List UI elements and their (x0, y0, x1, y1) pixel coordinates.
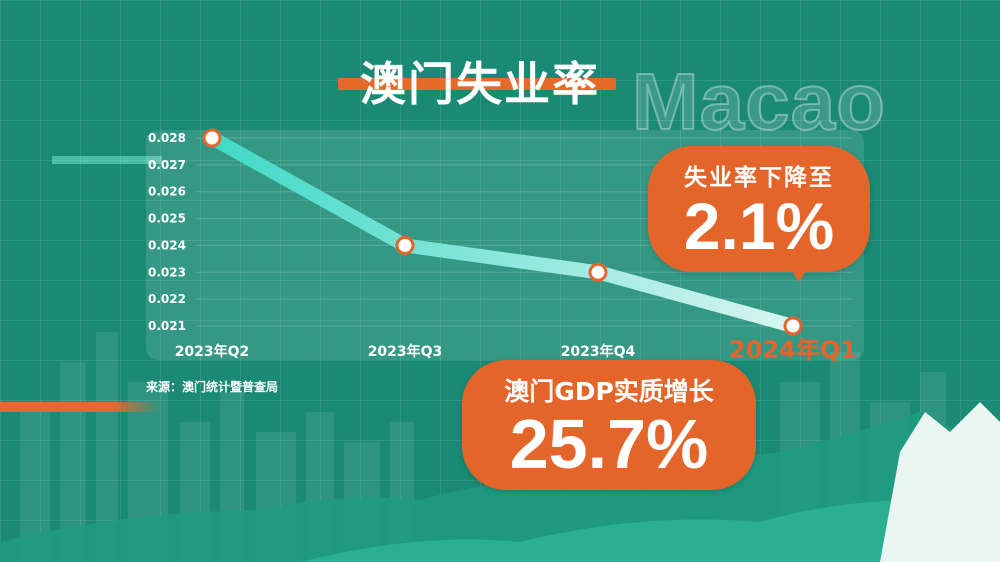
gdp-callout-label: 澳门GDP实质增长 (504, 377, 714, 406)
y-tick-label: 0.024 (148, 238, 186, 252)
y-tick-label: 0.027 (148, 158, 186, 172)
x-tick-label: 2023年Q2 (175, 343, 250, 360)
source-note: 来源：澳门统计暨普查局 (146, 380, 279, 394)
y-tick-label: 0.025 (148, 212, 186, 226)
series-line (205, 131, 800, 333)
title-underline (338, 78, 616, 90)
y-tick-label: 0.026 (148, 185, 186, 199)
unemployment-callout-label: 失业率下降至 (684, 165, 834, 191)
y-tick-label: 0.022 (148, 292, 186, 306)
gdp-callout-value: 25.7% (509, 405, 709, 483)
decorative-cyan-strip (52, 156, 162, 164)
y-tick-label: 0.023 (148, 265, 186, 279)
data-point (783, 316, 803, 336)
decorative-orange-strip (0, 402, 160, 412)
watermark-text: Macao (631, 56, 886, 147)
y-tick-label: 0.028 (148, 131, 186, 145)
x-tick-label: 2023年Q3 (368, 343, 443, 360)
y-tick-label: 0.021 (148, 319, 186, 333)
page-title: 澳门失业率 (360, 57, 600, 111)
data-point (202, 128, 222, 148)
x-tick-label: 2023年Q4 (561, 343, 636, 360)
series-group (202, 128, 803, 336)
unemployment-callout-value: 2.1% (683, 189, 835, 263)
x-axis-ticks: 2023年Q2 2023年Q3 2023年Q4 2024年Q1 (175, 336, 857, 364)
data-point (395, 235, 415, 255)
x-tick-label-highlighted: 2024年Q1 (729, 336, 857, 364)
data-point (588, 262, 608, 282)
gdp-callout: 澳门GDP实质增长 25.7% (462, 360, 756, 490)
callout-tail (790, 268, 808, 282)
unemployment-callout: 失业率下降至 2.1% (648, 146, 870, 282)
